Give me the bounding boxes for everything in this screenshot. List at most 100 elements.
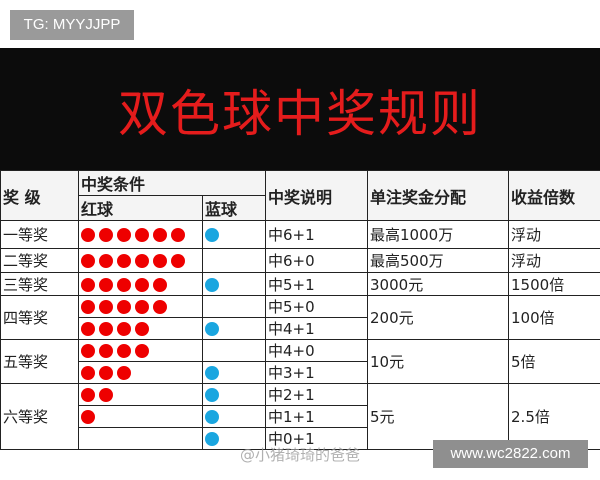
blue-balls	[201, 272, 267, 296]
red-balls	[78, 361, 203, 384]
red-ball-icon	[117, 254, 131, 268]
return-ratio: 2.5倍	[508, 383, 600, 450]
header-level: 奖 级	[0, 170, 79, 221]
red-balls	[78, 248, 203, 273]
match-desc: 中6+1	[265, 220, 369, 249]
red-balls	[78, 220, 203, 249]
red-ball-icon	[99, 277, 113, 292]
watermark: @小猪琦琦的爸爸	[240, 446, 361, 464]
red-ball-icon	[117, 228, 131, 242]
red-ball-icon	[135, 300, 149, 314]
return-ratio: 1500倍	[508, 272, 600, 296]
prize-level: 二等奖	[0, 248, 79, 273]
red-ball-icon	[99, 300, 113, 314]
match-desc: 中3+1	[265, 361, 369, 384]
prize-level: 一等奖	[0, 220, 79, 249]
red-ball-icon	[99, 344, 113, 358]
match-desc: 中4+1	[265, 317, 369, 340]
prize-table: 奖 级 中奖条件 中奖说明 单注奖金分配 收益倍数 红球 蓝球 一等奖 中6+1 最…	[0, 170, 600, 450]
red-ball-icon	[81, 410, 95, 424]
prize-amount: 最高1000万	[367, 220, 510, 249]
blue-balls	[201, 427, 267, 450]
blue-ball-icon	[205, 388, 219, 402]
blue-ball-icon	[205, 432, 219, 446]
red-ball-icon	[81, 228, 95, 242]
blue-balls	[201, 248, 267, 273]
blue-ball-icon	[205, 410, 219, 424]
tg-label: TG: MYYJJPP	[10, 10, 134, 40]
return-ratio: 浮动	[508, 220, 600, 249]
header-red: 红球	[78, 195, 203, 221]
prize-amount: 最高500万	[367, 248, 510, 273]
match-desc: 中6+0	[265, 248, 369, 273]
red-ball-icon	[135, 344, 149, 358]
red-ball-icon	[135, 277, 149, 292]
red-ball-icon	[117, 344, 131, 358]
prize-amount: 10元	[367, 339, 510, 384]
prize-level: 三等奖	[0, 272, 79, 296]
prize-level: 六等奖	[0, 383, 79, 450]
red-ball-icon	[171, 254, 185, 268]
red-ball-icon	[153, 277, 167, 292]
header-blue: 蓝球	[201, 195, 267, 221]
red-ball-icon	[153, 228, 167, 242]
red-ball-icon	[117, 366, 131, 380]
red-ball-icon	[153, 254, 167, 268]
red-ball-icon	[99, 366, 113, 380]
prize-amount: 5元	[367, 383, 510, 450]
red-balls	[78, 272, 203, 296]
red-ball-icon	[171, 228, 185, 242]
red-ball-icon	[81, 254, 95, 268]
table-row: 六等奖 中2+1 5元 2.5倍	[0, 383, 600, 450]
red-ball-icon	[153, 300, 167, 314]
table-row: 二等奖 中6+0 最高500万 浮动	[0, 248, 600, 273]
blue-balls	[201, 383, 267, 406]
blue-ball-icon	[205, 322, 219, 336]
blue-balls	[201, 295, 267, 318]
prize-level: 五等奖	[0, 339, 79, 384]
prize-amount: 3000元	[367, 272, 510, 296]
match-desc: 中0+1	[265, 427, 369, 450]
red-ball-icon	[135, 228, 149, 242]
red-ball-icon	[135, 322, 149, 336]
page-title: 双色球中奖规则	[118, 85, 482, 143]
header-ratio: 收益倍数	[508, 170, 600, 221]
red-ball-icon	[117, 300, 131, 314]
red-ball-icon	[99, 228, 113, 242]
table-row: 四等奖 中5+0 200元 100倍	[0, 295, 600, 340]
match-desc: 中2+1	[265, 383, 369, 406]
header-condition: 中奖条件	[77, 170, 267, 196]
red-balls	[78, 383, 203, 406]
blue-ball-icon	[205, 277, 219, 292]
header-desc: 中奖说明	[265, 170, 369, 221]
red-ball-icon	[81, 388, 95, 402]
red-balls	[78, 339, 203, 362]
table-row: 中1+1	[1, 405, 600, 428]
red-ball-icon	[81, 322, 95, 336]
table-row: 一等奖 中6+1 最高1000万 浮动	[0, 220, 600, 249]
title-banner	[0, 48, 600, 170]
match-desc: 中4+0	[265, 339, 369, 362]
red-balls	[78, 427, 203, 450]
prize-amount: 200元	[367, 295, 510, 340]
red-ball-icon	[99, 388, 113, 402]
match-desc: 中5+0	[265, 295, 369, 318]
header-prize: 单注奖金分配	[367, 170, 510, 221]
table-row: 五等奖 中4+0 10元 5倍	[0, 339, 600, 384]
table-row: 中0+1	[1, 427, 600, 450]
return-ratio: 5倍	[508, 339, 600, 384]
match-desc: 中1+1	[265, 405, 369, 428]
red-ball-icon	[117, 322, 131, 336]
site-label: www.wc2822.com	[433, 440, 588, 468]
blue-balls	[201, 361, 267, 384]
blue-balls	[201, 317, 267, 340]
red-ball-icon	[81, 344, 95, 358]
prize-level: 四等奖	[0, 295, 79, 340]
red-ball-icon	[99, 322, 113, 336]
red-balls	[78, 317, 203, 340]
blue-balls	[201, 220, 267, 249]
blue-balls	[201, 405, 267, 428]
blue-ball-icon	[205, 366, 219, 380]
return-ratio: 100倍	[508, 295, 600, 340]
return-ratio: 浮动	[508, 248, 600, 273]
